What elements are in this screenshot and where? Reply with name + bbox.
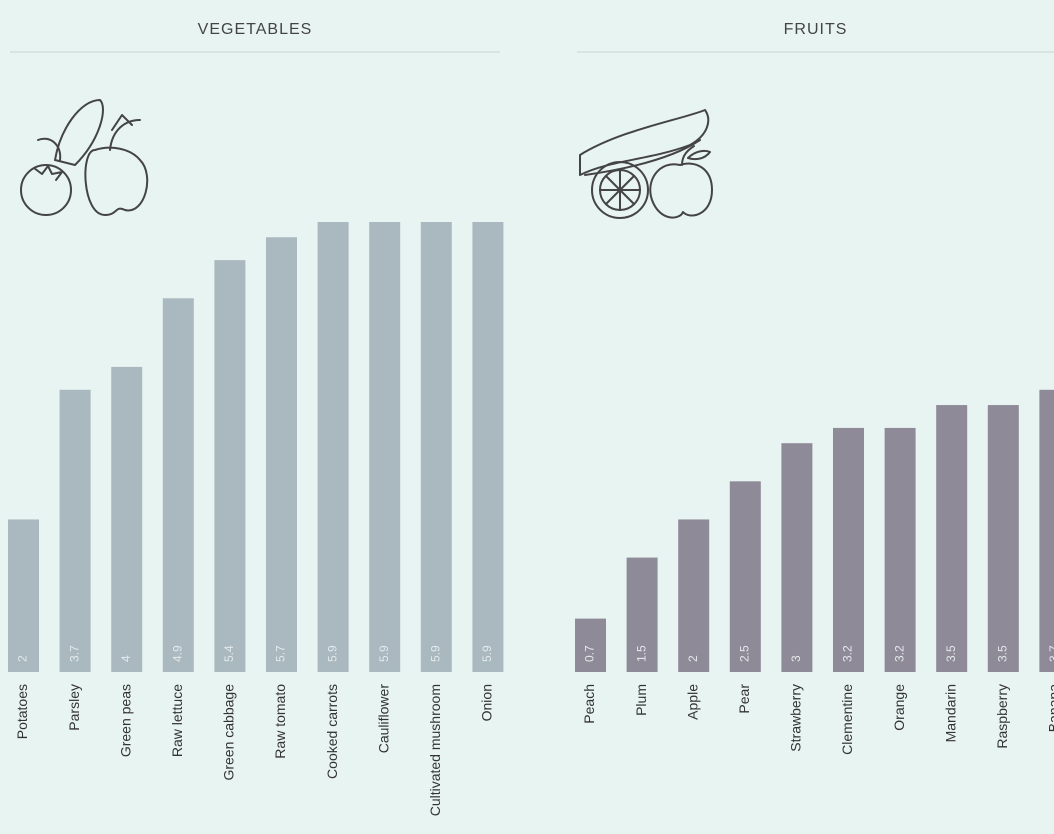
value-label: 2 <box>686 655 700 662</box>
category-label: Raspberry <box>994 684 1010 749</box>
bar <box>885 428 916 672</box>
value-label: 1.5 <box>634 645 648 662</box>
value-label: 5.9 <box>428 645 442 662</box>
value-label: 3.5 <box>944 645 958 662</box>
category-label: Cauliflower <box>375 684 391 754</box>
bar <box>781 443 812 672</box>
bar <box>472 222 503 672</box>
bar <box>60 390 91 672</box>
bar <box>369 222 400 672</box>
value-label: 5.9 <box>377 645 391 662</box>
value-label: 5.4 <box>222 645 236 662</box>
infographic: VEGETABLES 2 Potatoes 3.7 Parsley 4 Green peas… <box>0 0 1054 834</box>
bar <box>318 222 349 672</box>
category-label: Peach <box>581 684 597 724</box>
category-label: Plum <box>633 684 649 716</box>
bar <box>575 619 606 672</box>
value-label: 2.5 <box>737 645 751 662</box>
category-label: Parsley <box>66 684 82 731</box>
category-label: Orange <box>891 684 907 731</box>
category-label: Onion <box>479 684 495 721</box>
bar <box>421 222 452 672</box>
bar <box>936 405 967 672</box>
bar <box>730 481 761 672</box>
bar <box>988 405 1019 672</box>
category-label: Apple <box>684 684 700 720</box>
panel-title: VEGETABLES <box>198 21 313 38</box>
category-label: Potatoes <box>14 684 30 739</box>
value-label: 3.2 <box>892 645 906 662</box>
bar <box>833 428 864 672</box>
category-label: Mandarin <box>942 684 958 742</box>
category-label: Pear <box>736 684 752 714</box>
value-label: 2 <box>16 655 30 662</box>
bar <box>111 367 142 672</box>
value-label: 5.9 <box>325 645 339 662</box>
value-label: 3.7 <box>1047 645 1054 662</box>
category-label: Cultivated mushroom <box>427 684 443 816</box>
bar <box>266 237 297 672</box>
value-label: 3.7 <box>67 645 81 662</box>
category-label: Clementine <box>839 684 855 755</box>
value-label: 5.7 <box>274 645 288 662</box>
bar <box>163 298 194 672</box>
panel-title: FRUITS <box>784 21 848 38</box>
value-label: 4.9 <box>170 645 184 662</box>
bar <box>1039 390 1054 672</box>
category-label: Raw lettuce <box>169 684 185 757</box>
category-label: Green cabbage <box>221 684 237 781</box>
bar <box>678 519 709 672</box>
value-label: 4 <box>119 655 133 662</box>
category-label: Banana <box>1046 684 1054 732</box>
value-label: 3 <box>789 655 803 662</box>
category-label: Green peas <box>117 684 133 757</box>
value-label: 3.2 <box>841 645 855 662</box>
bar <box>8 519 39 672</box>
bar <box>214 260 245 672</box>
category-label: Cooked carrots <box>324 684 340 779</box>
value-label: 5.9 <box>480 645 494 662</box>
category-label: Strawberry <box>788 684 804 752</box>
value-label: 0.7 <box>583 645 597 662</box>
category-label: Raw tomato <box>272 684 288 759</box>
value-label: 3.5 <box>995 645 1009 662</box>
